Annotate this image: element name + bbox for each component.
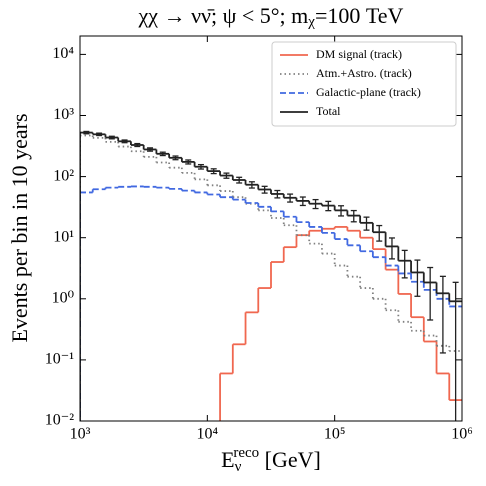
series (80, 130, 462, 421)
legend-label: DM signal (track) (316, 47, 402, 61)
series (80, 185, 462, 421)
y-axis-label: Events per bin in 10 years (7, 113, 32, 342)
y-tick-label: 10⁻¹ (45, 351, 74, 368)
title-part: =100 TeV (315, 3, 404, 28)
legend-label: Total (316, 104, 341, 118)
y-tick-label: 10³ (53, 106, 74, 123)
y-tick-label: 10² (53, 167, 74, 184)
y-tick-label: 10⁴ (52, 45, 74, 62)
axes-frame (79, 35, 463, 422)
plot-area (80, 130, 462, 421)
x-label-part: ν (235, 459, 242, 475)
y-tick-label: 10⁻² (45, 412, 74, 429)
series (219, 226, 462, 421)
legend-label: Atm.+Astro. (track) (316, 66, 412, 80)
legend-box (271, 41, 457, 127)
x-tick-label: 10³ (70, 426, 91, 443)
y-tick-label: 10¹ (53, 228, 74, 245)
x-tick-label: 10⁶ (451, 426, 473, 443)
x-tick-label: 10⁴ (197, 426, 219, 443)
x-axis-label: Eνreco [GeV] (221, 445, 321, 475)
chart-title: χχ → νν̄; ψ < 5°; mχ=100 TeV (138, 3, 404, 30)
x-tick-label: 10⁵ (324, 426, 346, 443)
y-tick-label: 10⁰ (52, 289, 74, 306)
title-part: χ (307, 14, 315, 30)
x-label-part: reco (233, 445, 259, 461)
title-part: χχ → νν̄; ψ < 5°; m (138, 3, 309, 28)
legend-label: Galactic-plane (track) (316, 85, 421, 99)
x-label-part: E (221, 447, 234, 472)
x-label-part: [GeV] (259, 447, 321, 472)
